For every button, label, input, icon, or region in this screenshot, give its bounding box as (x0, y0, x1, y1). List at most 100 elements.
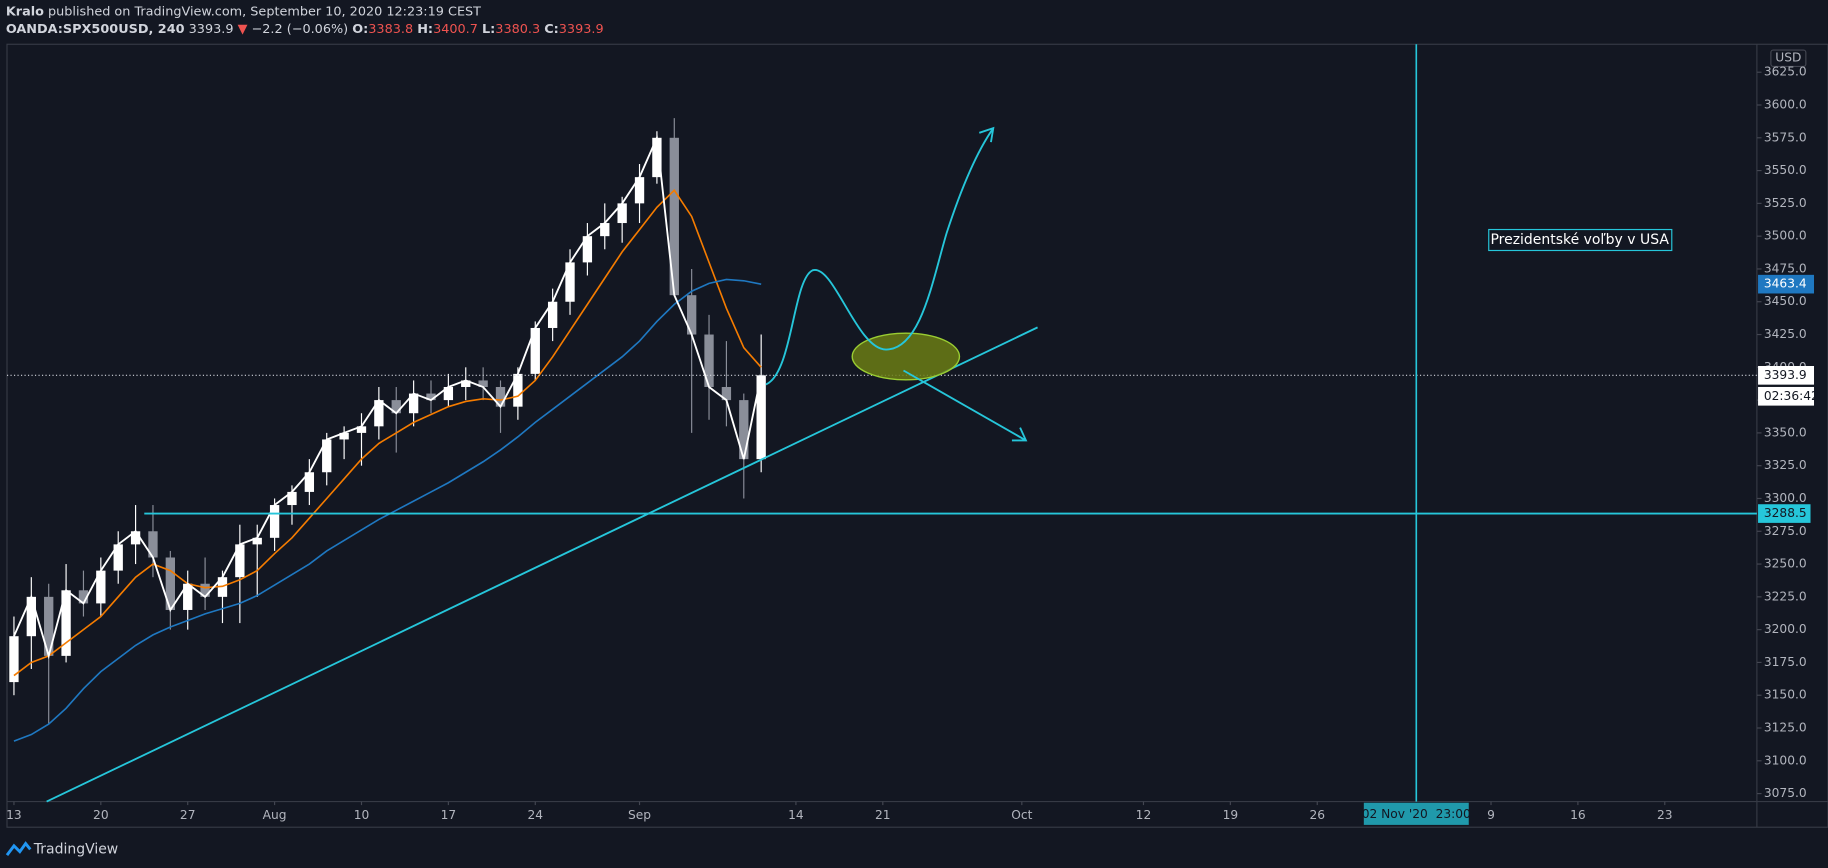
candle-body (478, 380, 488, 387)
logo-mark (5, 841, 32, 857)
y-tick-label: 3125.0 (1764, 721, 1807, 735)
x-tick-label: 23 (1657, 808, 1673, 822)
last-price: 3393.9 (189, 22, 234, 37)
y-tick-label: 3475.0 (1764, 261, 1807, 275)
candle-body (739, 400, 749, 460)
candle-body (287, 491, 297, 506)
level-badge-box (1758, 504, 1811, 523)
candle-body (374, 400, 384, 427)
candle-body (721, 386, 732, 401)
candle-body (165, 557, 176, 610)
x-tick-label: 13 (6, 808, 22, 822)
candle-body (426, 393, 436, 401)
candle-body (513, 373, 523, 407)
candle-body (356, 426, 367, 433)
ohlc-label: C: (544, 22, 559, 37)
y-tick-label: 3550.0 (1764, 163, 1807, 177)
y-tick-label: 3300.0 (1764, 491, 1807, 505)
annotation-box (1488, 228, 1673, 252)
candle-body (78, 590, 89, 604)
x-tick-label: 9 (1487, 808, 1495, 822)
x-tick-label: 21 (875, 808, 891, 822)
candle-body (617, 203, 627, 224)
moving-average (13, 278, 762, 742)
y-tick-label: 3175.0 (1764, 655, 1807, 669)
x-tick-label: Sep (628, 808, 651, 822)
trendline (46, 326, 1038, 803)
candle-body (408, 393, 419, 414)
ohlc-value: 3400.7 (433, 22, 478, 37)
level-badge: 3288.5 (1764, 506, 1807, 520)
ohlc-label: L: (482, 22, 495, 37)
candle-body (547, 301, 558, 328)
x-tick-label: 16 (1570, 808, 1586, 822)
time-badge (1363, 802, 1469, 825)
y-tick-label: 3075.0 (1764, 786, 1807, 800)
chart-frame (6, 43, 1828, 828)
header-line-1: Kralo published on TradingView.com, Sept… (6, 4, 481, 19)
y-tick-label: 3575.0 (1764, 130, 1807, 144)
candle-body (113, 544, 123, 571)
candle-body (322, 439, 332, 473)
candle-body (582, 236, 593, 263)
candle-body (391, 400, 401, 414)
x-tick-label: 17 (441, 808, 457, 822)
currency: USD (1775, 51, 1801, 65)
candle-body (669, 137, 679, 296)
ma-price-badge-box (1758, 274, 1815, 294)
x-tick-label: Aug (263, 808, 287, 822)
ohlc-label: O: (352, 22, 368, 37)
y-tick-label: 3350.0 (1764, 425, 1807, 439)
candle-body (130, 531, 141, 545)
last-price-badge-box (1758, 365, 1815, 385)
candle-body (600, 223, 610, 237)
candle-body (756, 375, 766, 460)
arrow-head (1011, 427, 1028, 442)
change: −2.2 (−0.06%) (252, 22, 349, 37)
y-tick-label: 3150.0 (1764, 688, 1807, 702)
y-tick-label: 3225.0 (1764, 589, 1807, 603)
candle-body (61, 590, 71, 656)
plot: 3075.0 3100.0 3125.0 3150.0 3175.0 3200.0 3225… (6, 44, 1819, 825)
y-tick-label: 3525.0 (1764, 196, 1807, 210)
annotation: Prezidentské voľby v USA (1490, 232, 1669, 248)
projection-up (765, 127, 995, 386)
candle-body (183, 583, 193, 610)
x-tick-label: 27 (180, 808, 196, 822)
logo: TradingView (5, 841, 118, 857)
y-tick-label: 3600.0 (1764, 98, 1807, 112)
y-tick-label: 3275.0 (1764, 524, 1807, 538)
x-tick-label: 12 (1136, 808, 1152, 822)
candle-body (443, 386, 454, 401)
time-badge-label: 02 Nov '20 23:00 (1362, 807, 1471, 821)
x-tick-label: 14 (788, 808, 804, 822)
currency-box (1770, 49, 1807, 67)
x-tick-label: 20 (93, 808, 109, 822)
x-tick-label: 24 (527, 808, 543, 822)
countdown-badge-box (1758, 386, 1815, 406)
candle-body (44, 596, 54, 656)
last-price-badge: 3393.9 (1764, 368, 1807, 382)
y-tick-label: 3625.0 (1764, 65, 1807, 79)
x-tick-label: 26 (1309, 808, 1325, 822)
candle-body (565, 262, 575, 302)
ohlc-value: 3393.9 (559, 22, 604, 37)
x-tick-label: 10 (354, 808, 370, 822)
x-tick-label: 19 (1223, 808, 1239, 822)
y-tick-label: 3500.0 (1764, 229, 1807, 243)
candle-body (252, 537, 262, 545)
candle-body (200, 583, 210, 597)
ohlc-value: 3380.3 (495, 22, 540, 37)
close-line (13, 134, 763, 660)
change-arrow: ▼ (238, 22, 248, 37)
ohlc-value: 3383.8 (368, 22, 413, 37)
countdown-badge: 02:36:42 (1764, 389, 1819, 403)
author: Kralo (6, 4, 44, 19)
candle-body (652, 137, 662, 178)
candle-body (495, 386, 506, 407)
candle-body (9, 636, 19, 683)
x-tick-label: Oct (1011, 808, 1032, 822)
